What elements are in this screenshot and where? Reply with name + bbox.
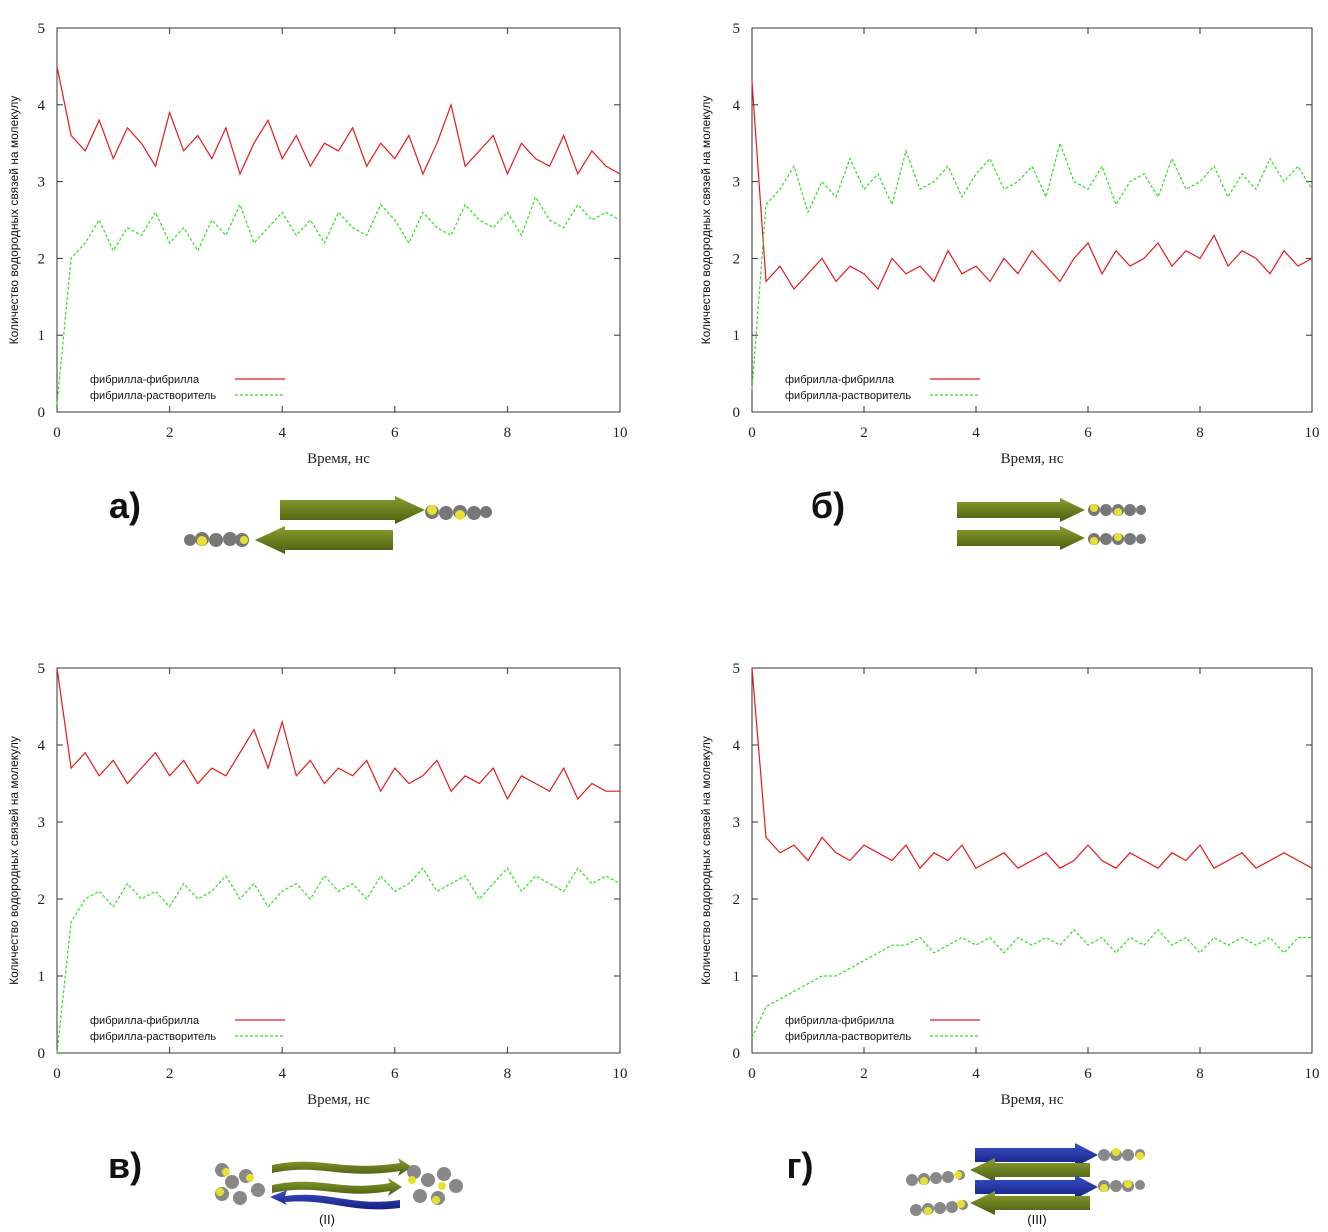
y-tick-label: 2 <box>733 251 741 267</box>
y-tick-label: 5 <box>733 21 741 37</box>
legend-label: фибрилла-фибрилла <box>785 1015 895 1027</box>
legend-label: фибрилла-растворитель <box>785 390 911 402</box>
x-tick-label: 8 <box>504 425 512 441</box>
diagram-b <box>957 498 1146 550</box>
series-line <box>751 667 1313 870</box>
y-tick-label: 1 <box>38 969 46 985</box>
diagram-a <box>184 496 492 554</box>
plot-frame <box>56 27 621 413</box>
y-axis-label: Количество водородных связей на молекулу <box>7 736 21 985</box>
diagram-d <box>906 1143 1145 1216</box>
y-tick-label: 2 <box>733 892 741 908</box>
x-tick-label: 2 <box>166 1066 174 1082</box>
y-tick-label: 3 <box>733 175 741 191</box>
y-tick-label: 2 <box>38 892 46 908</box>
x-axis-label: Время, нс <box>1001 451 1064 467</box>
y-tick-label: 2 <box>38 251 46 267</box>
x-tick-label: 0 <box>748 1066 756 1082</box>
diagram-caption: (III) <box>1027 1212 1047 1227</box>
y-axis-label: Количество водородных связей на молекулу <box>699 736 713 985</box>
legend-label: фибрилла-фибрилла <box>90 374 200 386</box>
series-line <box>751 928 1312 1038</box>
x-tick-label: 6 <box>1084 1066 1092 1082</box>
y-tick-label: 1 <box>733 328 741 344</box>
x-tick-label: 8 <box>504 1066 512 1082</box>
y-axis-label: Количество водородных связей на молекулу <box>699 96 713 345</box>
x-axis-label: Время, нс <box>307 451 370 467</box>
y-tick-label: 5 <box>38 21 46 37</box>
x-tick-label: 6 <box>1084 425 1092 441</box>
y-tick-label: 4 <box>38 738 46 754</box>
y-tick-label: 4 <box>733 738 741 754</box>
series-line <box>751 141 1313 390</box>
series-line <box>56 867 621 1054</box>
x-tick-label: 0 <box>748 425 756 441</box>
series-line <box>751 81 1313 291</box>
y-tick-label: 1 <box>733 969 741 985</box>
series-line <box>56 66 621 176</box>
y-axis-label: Количество водородных связей на молекулу <box>7 96 21 345</box>
y-tick-label: 3 <box>38 175 46 191</box>
x-tick-label: 2 <box>860 425 868 441</box>
panel-label: г) <box>787 1145 814 1186</box>
series-line <box>56 195 621 405</box>
x-axis-label: Время, нс <box>1001 1092 1064 1108</box>
y-tick-label: 3 <box>38 815 46 831</box>
y-tick-label: 4 <box>733 98 741 114</box>
x-tick-label: 6 <box>391 1066 399 1082</box>
plot-frame <box>56 667 621 1054</box>
y-tick-label: 0 <box>38 1046 46 1062</box>
x-axis-label: Время, нс <box>307 1092 370 1108</box>
y-tick-label: 0 <box>38 405 46 421</box>
x-tick-label: 10 <box>1305 1066 1320 1082</box>
panel-label: а) <box>109 485 141 526</box>
diagram-c <box>215 1158 463 1210</box>
x-tick-label: 2 <box>166 425 174 441</box>
x-tick-label: 10 <box>1305 425 1320 441</box>
legend-label: фибрилла-растворитель <box>785 1031 911 1043</box>
legend-label: фибрилла-растворитель <box>90 1031 216 1043</box>
y-tick-label: 5 <box>38 661 46 677</box>
y-tick-label: 1 <box>38 328 46 344</box>
x-tick-label: 10 <box>613 1066 628 1082</box>
diagram-caption: (II) <box>319 1212 335 1227</box>
panel-label: в) <box>108 1145 142 1186</box>
x-tick-label: 8 <box>1196 1066 1204 1082</box>
legend-label: фибрилла-растворитель <box>90 390 216 402</box>
y-tick-label: 3 <box>733 815 741 831</box>
x-tick-label: 6 <box>391 425 399 441</box>
panel-label: б) <box>811 485 845 526</box>
legend-label: фибрилла-фибрилла <box>785 374 895 386</box>
plot-frame <box>751 667 1313 1054</box>
x-tick-label: 0 <box>53 425 61 441</box>
x-tick-label: 4 <box>972 425 980 441</box>
y-tick-label: 4 <box>38 98 46 114</box>
series-line <box>56 667 620 801</box>
y-tick-label: 0 <box>733 1046 741 1062</box>
y-tick-label: 5 <box>733 661 741 677</box>
x-tick-label: 10 <box>613 425 628 441</box>
x-tick-label: 8 <box>1196 425 1204 441</box>
legend-label: фибрилла-фибрилла <box>90 1015 200 1027</box>
x-tick-label: 2 <box>860 1066 868 1082</box>
x-tick-label: 4 <box>972 1066 980 1082</box>
plot-frame <box>751 27 1313 413</box>
x-tick-label: 0 <box>53 1066 61 1082</box>
x-tick-label: 4 <box>278 1066 286 1082</box>
y-tick-label: 0 <box>733 405 741 421</box>
x-tick-label: 4 <box>278 425 286 441</box>
